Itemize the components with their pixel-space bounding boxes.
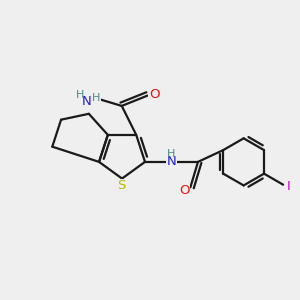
Text: H: H bbox=[167, 148, 176, 159]
Text: I: I bbox=[286, 180, 290, 193]
Text: O: O bbox=[149, 88, 159, 100]
Text: N: N bbox=[167, 155, 176, 168]
Text: N: N bbox=[82, 95, 92, 108]
Text: S: S bbox=[117, 179, 126, 192]
Text: O: O bbox=[179, 184, 190, 197]
Text: H: H bbox=[76, 90, 84, 100]
Text: H: H bbox=[92, 93, 100, 103]
